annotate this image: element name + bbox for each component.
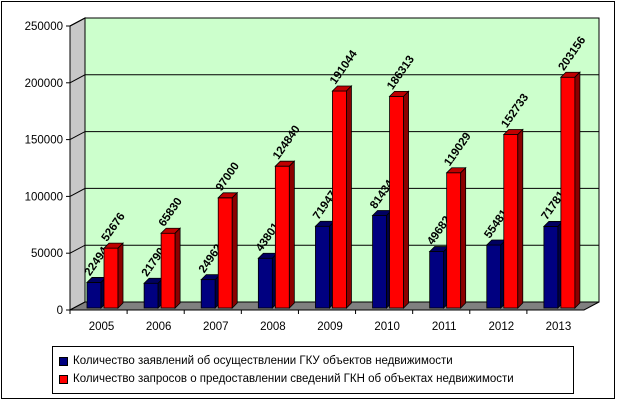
x-tick-label: 2006 bbox=[146, 321, 172, 333]
bar bbox=[543, 226, 559, 309]
gridline bbox=[69, 187, 599, 197]
legend-label-requests: Количество запросов о предоставлении све… bbox=[73, 373, 514, 385]
bar bbox=[503, 134, 519, 309]
gridline bbox=[69, 17, 599, 27]
y-tick-label: 50000 bbox=[31, 248, 63, 260]
y-tick-label: 0 bbox=[57, 305, 63, 317]
x-tick-label: 2012 bbox=[489, 321, 515, 333]
legend-item-applications: Количество заявлений об осуществлении ГК… bbox=[59, 352, 573, 370]
plot-side-wall bbox=[69, 17, 86, 311]
x-tick-label: 2011 bbox=[432, 321, 457, 333]
y-tick-label: 150000 bbox=[25, 135, 63, 147]
bar bbox=[486, 244, 502, 309]
bar bbox=[103, 247, 119, 309]
y-tick-label: 200000 bbox=[25, 78, 63, 90]
x-tick-label: 2013 bbox=[546, 321, 572, 333]
x-tick-label: 2010 bbox=[374, 321, 400, 333]
gridline bbox=[69, 244, 599, 254]
gridline bbox=[69, 131, 599, 141]
x-tick-label: 2007 bbox=[203, 321, 229, 333]
bar bbox=[160, 232, 176, 309]
x-tick-label: 2009 bbox=[317, 321, 343, 333]
bar bbox=[389, 95, 404, 309]
legend-swatch-requests bbox=[59, 374, 68, 384]
bar bbox=[446, 172, 462, 309]
gridline bbox=[69, 74, 599, 84]
bar-side bbox=[460, 166, 467, 309]
bar-side bbox=[346, 85, 352, 309]
bar-side bbox=[517, 128, 524, 309]
legend-item-requests: Количество запросов о предоставлении све… bbox=[59, 370, 573, 388]
x-tick-label: 2005 bbox=[89, 321, 115, 333]
bar bbox=[217, 197, 233, 309]
legend-swatch-applications bbox=[59, 356, 68, 366]
bar bbox=[372, 215, 387, 309]
bar bbox=[332, 90, 347, 309]
y-tick-label: 250000 bbox=[25, 21, 63, 33]
bar-side bbox=[574, 71, 581, 309]
bar bbox=[315, 225, 330, 309]
bar bbox=[274, 165, 290, 309]
bar-side bbox=[117, 242, 124, 309]
y-tick-label: 100000 bbox=[25, 191, 63, 203]
legend-label-applications: Количество заявлений об осуществлении ГК… bbox=[73, 355, 453, 367]
bar bbox=[200, 279, 216, 309]
bar bbox=[560, 76, 576, 309]
chart-legend: Количество заявлений об осуществлении ГК… bbox=[52, 346, 574, 394]
bar bbox=[143, 282, 159, 309]
bar bbox=[86, 282, 102, 309]
bar bbox=[429, 251, 445, 309]
x-tick-label: 2008 bbox=[260, 321, 286, 333]
bar-side bbox=[231, 191, 238, 309]
bar bbox=[257, 257, 273, 309]
bar-side bbox=[174, 227, 181, 309]
bar-side bbox=[288, 160, 295, 309]
bar-side bbox=[403, 90, 409, 309]
